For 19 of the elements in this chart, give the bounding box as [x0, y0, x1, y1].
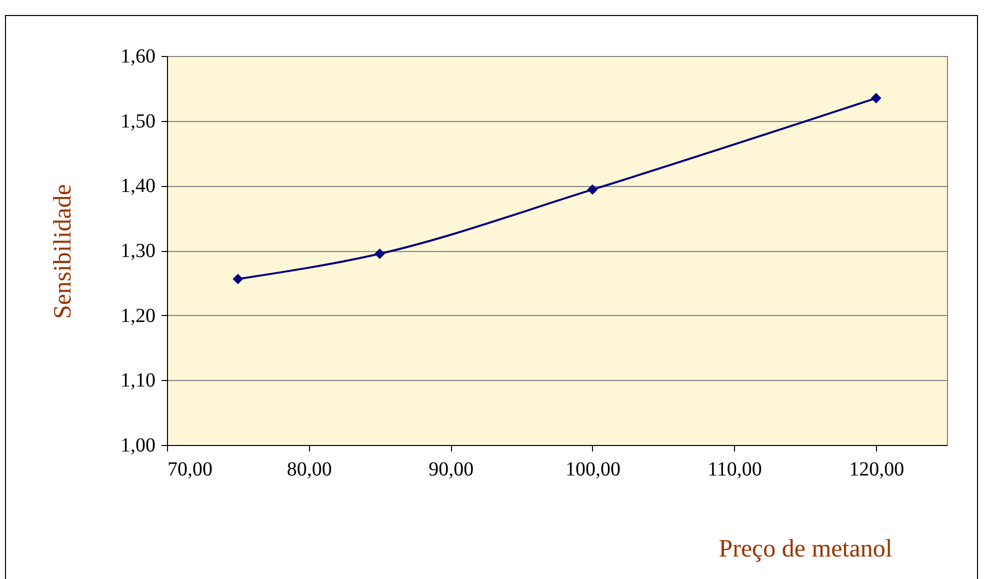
y-tick-label: 1,30 [120, 240, 156, 262]
point [587, 184, 598, 195]
x-axis-title: Preço de metanol [718, 536, 892, 562]
y-tick-label: 1,10 [120, 370, 156, 392]
x-tick-label: 80,00 [286, 458, 332, 480]
x-tick-label: 100,00 [565, 458, 620, 480]
y-tick-label: 1,60 [120, 46, 156, 68]
x-tick-label: 70,00 [168, 458, 212, 480]
point [374, 248, 385, 259]
x-tick-label: 110,00 [708, 458, 762, 480]
x-tick-label: 90,00 [428, 458, 474, 480]
point [232, 274, 244, 284]
y-tick-label: 1,50 [120, 110, 156, 132]
y-tick-label: 1,00 [120, 434, 156, 456]
y-axis-title: Sensibilidade [50, 184, 76, 319]
point [870, 92, 882, 104]
x-tick-label: 120,00 [849, 458, 904, 480]
y-tick-label: 1,20 [120, 304, 156, 327]
y-tick-label: 1,40 [120, 175, 156, 198]
